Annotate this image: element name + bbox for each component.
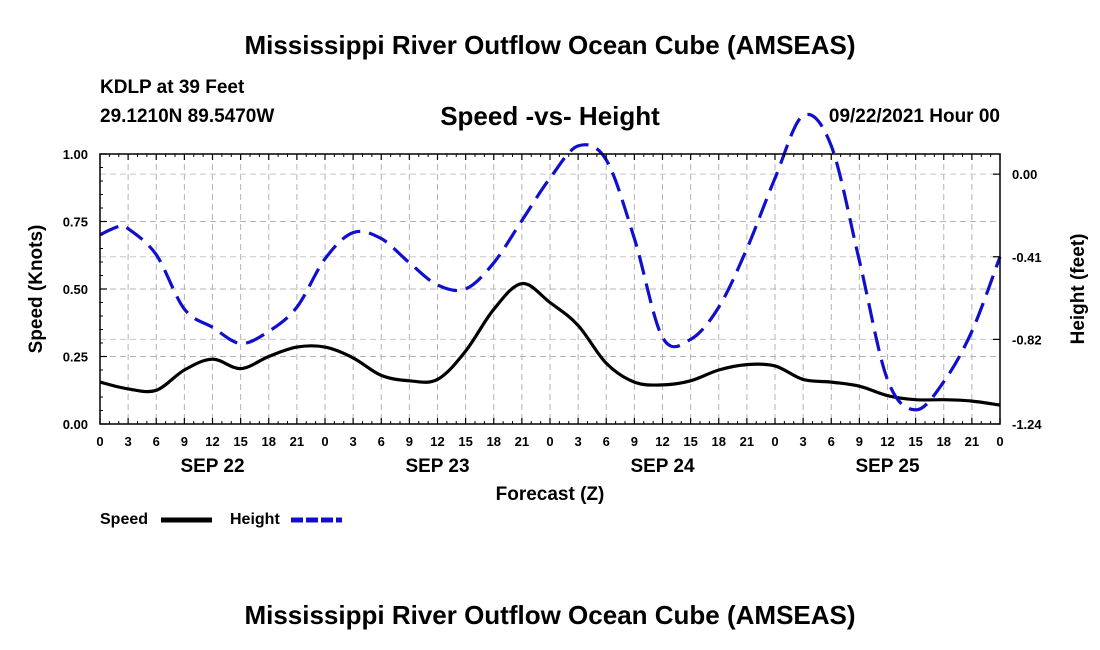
y-axis-title: Speed (Knots) — [26, 225, 47, 354]
y-tick-label: 1.00 — [63, 147, 88, 162]
x-tick-label: 6 — [378, 434, 385, 449]
x-tick-label: 21 — [290, 434, 304, 449]
x-tick-label: 18 — [712, 434, 726, 449]
y2-tick-label: -0.41 — [1012, 250, 1042, 265]
x-tick-label: 3 — [800, 434, 807, 449]
x-tick-label: 21 — [740, 434, 754, 449]
y-tick-label: 0.75 — [63, 215, 88, 230]
x-tick-label: 3 — [350, 434, 357, 449]
x-tick-label: 9 — [856, 434, 863, 449]
x-tick-label: 6 — [153, 434, 160, 449]
station-label: KDLP at 39 Feet — [100, 77, 245, 98]
series-line-speed — [99, 281, 1001, 407]
x-tick-label: 3 — [575, 434, 582, 449]
y2-tick-label: 0.00 — [1012, 167, 1037, 182]
footer-title: Mississippi River Outflow Ocean Cube (AM… — [244, 600, 856, 630]
y2-axis-title: Height (feet) — [1068, 234, 1089, 345]
x-tick-label: 0 — [321, 434, 328, 449]
x-tick-label: 21 — [515, 434, 529, 449]
x-tick-label: 12 — [655, 434, 669, 449]
x-tick-label: 9 — [181, 434, 188, 449]
x-tick-label: 0 — [96, 434, 103, 449]
x-tick-label: 15 — [458, 434, 472, 449]
x-tick-label: 3 — [125, 434, 132, 449]
x-tick-label: 18 — [937, 434, 951, 449]
y-tick-label: 0.25 — [63, 350, 88, 365]
x-tick-label: 0 — [771, 434, 778, 449]
x-tick-label: 6 — [603, 434, 610, 449]
x-tick-label: 9 — [406, 434, 413, 449]
y-tick-label: 0.00 — [63, 417, 88, 432]
x-axis-title: Forecast (Z) — [496, 484, 605, 505]
x-tick-label: 15 — [683, 434, 697, 449]
day-label: SEP 24 — [630, 456, 695, 477]
x-tick-label: 12 — [205, 434, 219, 449]
chart-subtitle: Speed -vs- Height — [440, 101, 660, 131]
x-tick-label: 15 — [908, 434, 922, 449]
station-coordinates: 29.1210N 89.5470W — [100, 106, 275, 127]
day-label: SEP 25 — [855, 456, 920, 477]
x-tick-label: 12 — [880, 434, 894, 449]
legend-label-height: Height — [230, 511, 280, 528]
day-label: SEP 23 — [405, 456, 469, 477]
x-tick-label: 6 — [828, 434, 835, 449]
x-tick-label: 18 — [487, 434, 501, 449]
x-tick-label: 9 — [631, 434, 638, 449]
forecast-datetime: 09/22/2021 Hour 00 — [828, 106, 1000, 127]
x-tick-label: 18 — [262, 434, 276, 449]
axes: 0 3 6 9 12 15 18 21 0 3 6 9 12 15 18 21 0 3 6 9 12 15 18 21 0 3 6 9… — [26, 147, 1089, 505]
main-title: Mississippi River Outflow Ocean Cube (AM… — [244, 30, 856, 60]
x-tick-label: 21 — [965, 434, 979, 449]
series — [99, 112, 1002, 412]
day-label: SEP 22 — [180, 456, 244, 477]
series-line-height — [99, 112, 1002, 412]
y2-tick-label: -1.24 — [1012, 417, 1042, 432]
legend: Speed Height — [100, 511, 342, 528]
legend-label-speed: Speed — [100, 511, 148, 528]
x-tick-label: 0 — [546, 434, 553, 449]
y-tick-label: 0.50 — [63, 282, 88, 297]
x-tick-label: 12 — [430, 434, 444, 449]
x-tick-label: 0 — [996, 434, 1003, 449]
y2-tick-label: -0.82 — [1012, 332, 1042, 347]
x-tick-label: 15 — [233, 434, 247, 449]
